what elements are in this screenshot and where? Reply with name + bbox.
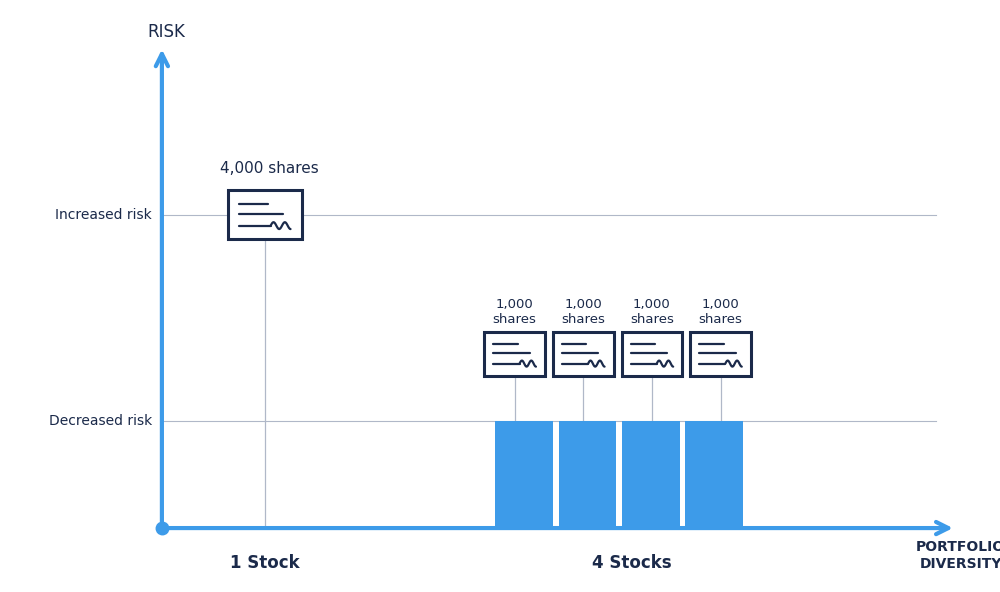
Text: Decreased risk: Decreased risk: [49, 414, 152, 428]
Bar: [622, 332, 682, 376]
Text: PORTFOLIO
DIVERSITY: PORTFOLIO DIVERSITY: [916, 540, 1000, 571]
Bar: [622, 421, 680, 528]
Bar: [228, 190, 302, 239]
Text: 1,000
shares: 1,000 shares: [561, 298, 605, 326]
Text: 1,000
shares: 1,000 shares: [493, 298, 537, 326]
Text: 4 Stocks: 4 Stocks: [592, 554, 672, 572]
Text: Increased risk: Increased risk: [55, 208, 152, 222]
Text: 1,000
shares: 1,000 shares: [699, 298, 742, 326]
Bar: [484, 332, 545, 376]
Bar: [690, 332, 751, 376]
Text: 1 Stock: 1 Stock: [230, 554, 300, 572]
Bar: [559, 421, 616, 528]
Bar: [685, 421, 743, 528]
Bar: [495, 421, 553, 528]
Text: RISK: RISK: [148, 22, 186, 41]
Text: 4,000 shares: 4,000 shares: [220, 160, 319, 176]
Text: 1,000
shares: 1,000 shares: [630, 298, 674, 326]
Bar: [553, 332, 614, 376]
